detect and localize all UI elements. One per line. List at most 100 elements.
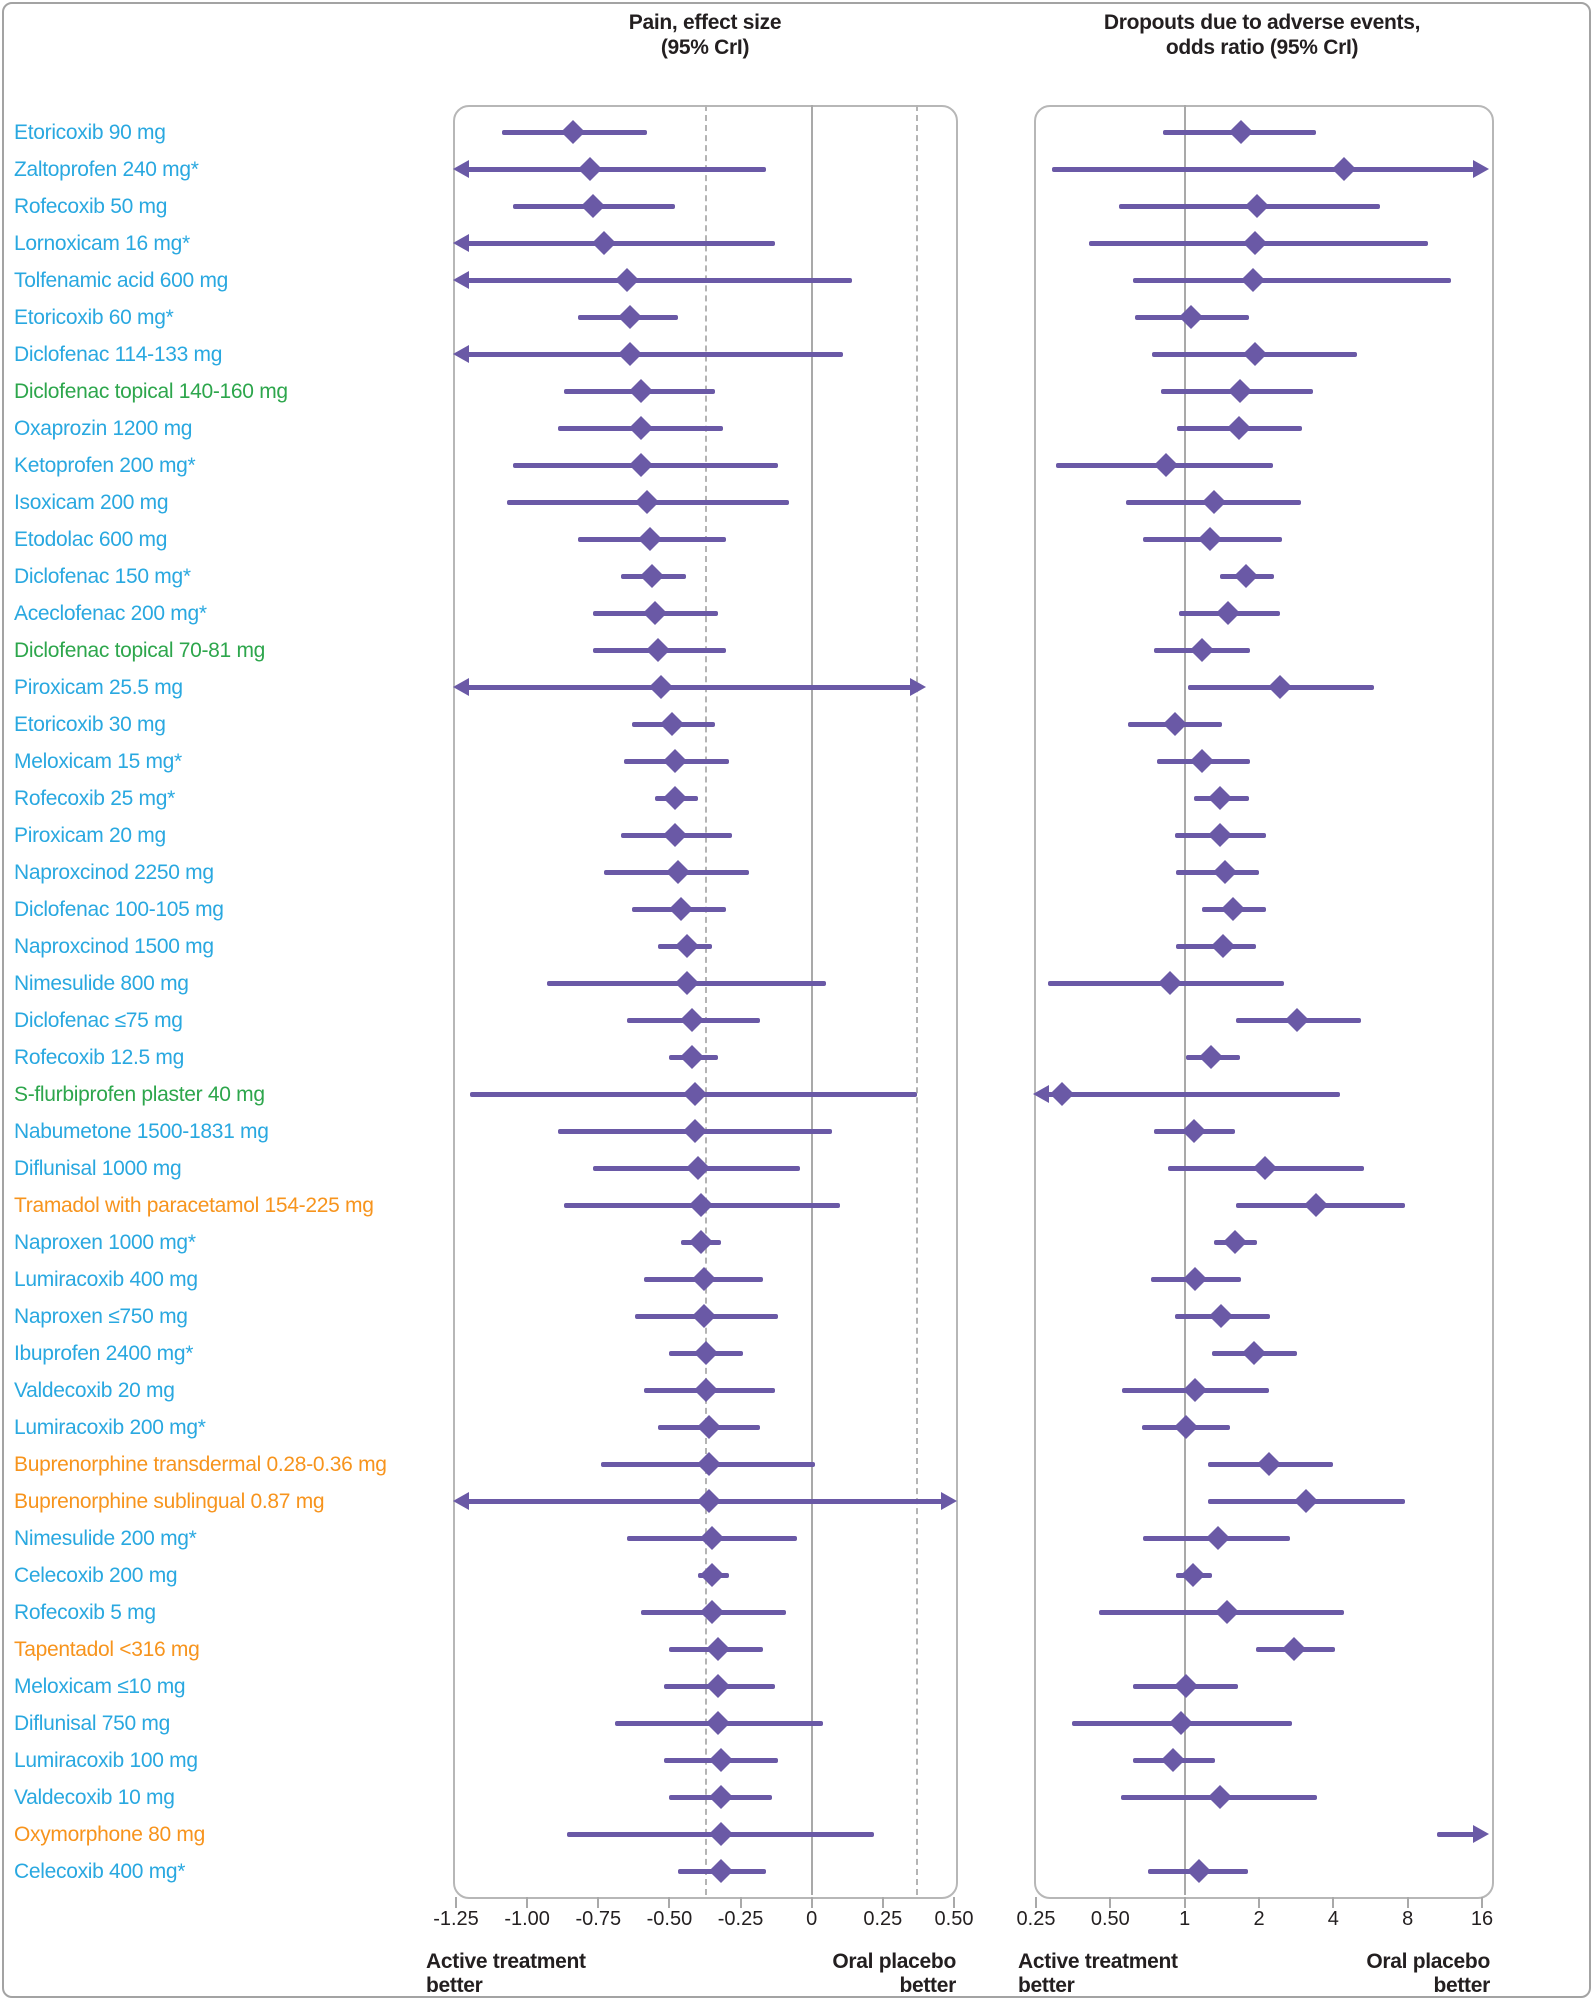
ci-arrowhead-right [940,1492,957,1510]
row-label: Piroxicam 20 mg [14,823,166,847]
ci-line [467,684,912,690]
ci-line [467,166,767,172]
axis-tick-label: -0.25 [717,1908,764,1930]
ci-arrowhead-left [453,1492,470,1510]
row-label: Rofecoxib 12.5 mg [14,1045,184,1069]
dropouts-note-right: Oral placebo better [1366,1950,1490,1997]
pain-note-left: Active treatment better [426,1950,586,1997]
axis-tick [526,1897,529,1908]
pain-title-line1: Pain, effect size [628,11,782,34]
axis-tick [1481,1897,1483,1908]
axis-tick-label: -0.50 [646,1908,693,1930]
ci-line [467,277,852,283]
ci-arrowhead-left [1032,1085,1049,1103]
axis-tick-label: 16 [1470,1908,1494,1930]
dropouts-panel-title: Dropouts due to adverse events, odds rat… [1062,10,1462,60]
ci-arrowhead-left [453,345,470,363]
axis-tick [1109,1897,1112,1908]
row-label: Diflunisal 750 mg [14,1711,170,1735]
row-label: Lumiracoxib 100 mg [14,1748,198,1772]
reference-line [810,105,813,1895]
row-label: Rofecoxib 5 mg [14,1600,156,1624]
row-label: Nabumetone 1500-1831 mg [14,1119,269,1143]
row-label: Isoxicam 200 mg [14,490,169,514]
row-label: Naproxen ≤750 mg [14,1304,188,1328]
row-label: Piroxicam 25.5 mg [14,675,183,699]
row-label: Celecoxib 400 mg* [14,1859,186,1883]
ci-arrowhead-right [1472,160,1489,178]
row-label: Lumiracoxib 200 mg* [14,1415,206,1439]
axis-tick [739,1897,742,1908]
axis-tick-label: 1 [1179,1908,1191,1930]
axis-tick-label: 2 [1253,1908,1265,1930]
row-label: Diclofenac ≤75 mg [14,1008,183,1032]
row-label: Tolfenamic acid 600 mg [14,268,229,292]
row-label: Meloxicam 15 mg* [14,749,182,773]
axis-tick-label: 0.25 [1016,1908,1056,1930]
row-label: Celecoxib 200 mg [14,1563,178,1587]
axis-tick [668,1897,671,1908]
pain-title-line2: (95% CrI) [660,36,750,59]
threshold-dashed-line [916,105,918,1895]
row-label: Naproxen 1000 mg* [14,1230,196,1254]
row-label: S-flurbiprofen plaster 40 mg [14,1082,265,1106]
row-label: Nimesulide 200 mg* [14,1526,197,1550]
row-label: Diclofenac topical 70-81 mg [14,638,266,662]
axis-tick [455,1897,457,1908]
axis-tick-label: 0.25 [863,1908,903,1930]
row-label: Ibuprofen 2400 mg* [14,1341,194,1365]
ci-arrowhead-left [453,678,470,696]
ci-line [1133,277,1452,283]
row-label: Etoricoxib 90 mg [14,120,166,144]
row-label: Etoricoxib 60 mg* [14,305,174,329]
row-label: Lornoxicam 16 mg* [14,231,190,255]
row-label: Diclofenac topical 140-160 mg [14,379,288,403]
ci-line [467,351,843,357]
pain-note-right: Oral placebo better [832,1950,956,1997]
row-label: Buprenorphine transdermal 0.28-0.36 mg [14,1452,387,1476]
axis-tick [810,1897,813,1908]
axis-tick [1258,1897,1260,1908]
row-label: Naproxcinod 1500 mg [14,934,214,958]
row-label: Oxaprozin 1200 mg [14,416,193,440]
threshold-dashed-line [705,105,708,1895]
axis-tick [953,1897,955,1908]
row-label: Valdecoxib 10 mg [14,1785,175,1809]
row-label: Lumiracoxib 400 mg [14,1267,198,1291]
axis-tick-label: 8 [1402,1908,1414,1930]
ci-arrowhead-left [453,160,470,178]
row-label: Diflunisal 1000 mg [14,1156,182,1180]
row-label: Valdecoxib 20 mg [14,1378,175,1402]
dropouts-title-line1: Dropouts due to adverse events, [1103,11,1421,34]
row-label: Rofecoxib 25 mg* [14,786,175,810]
row-label: Meloxicam ≤10 mg [14,1674,186,1698]
pain-panel-title: Pain, effect size (95% CrI) [505,10,905,60]
dropouts-title-line2: odds ratio (95% CrI) [1165,36,1359,59]
ci-line [1436,1831,1475,1837]
row-label: Etoricoxib 30 mg [14,712,166,736]
row-label: Naproxcinod 2250 mg [14,860,214,884]
ci-arrowhead-left [453,271,470,289]
row-label: Tramadol with paracetamol 154-225 mg [14,1193,374,1217]
axis-tick [1035,1897,1037,1908]
ci-arrowhead-right [1472,1825,1489,1843]
ci-line [1046,1091,1340,1097]
row-label: Diclofenac 114-133 mg [14,342,223,366]
row-label: Zaltoprofen 240 mg* [14,157,199,181]
reference-line [1183,105,1186,1895]
dropouts-note-left: Active treatment better [1018,1950,1178,1997]
row-label: Etodolac 600 mg [14,527,168,551]
row-label: Aceclofenac 200 mg* [14,601,207,625]
axis-tick [597,1897,600,1908]
axis-tick-label: 0.50 [934,1908,974,1930]
row-label: Ketoprofen 200 mg* [14,453,196,477]
row-label: Nimesulide 800 mg [14,971,189,995]
axis-tick [1332,1897,1335,1908]
row-label: Tapentadol <316 mg [14,1637,200,1661]
dropouts-plot-box [1034,105,1494,1899]
axis-tick-label: 0.50 [1090,1908,1130,1930]
row-label: Buprenorphine sublingual 0.87 mg [14,1489,325,1513]
ci-line [467,240,775,246]
axis-tick-label: 0 [806,1908,818,1930]
